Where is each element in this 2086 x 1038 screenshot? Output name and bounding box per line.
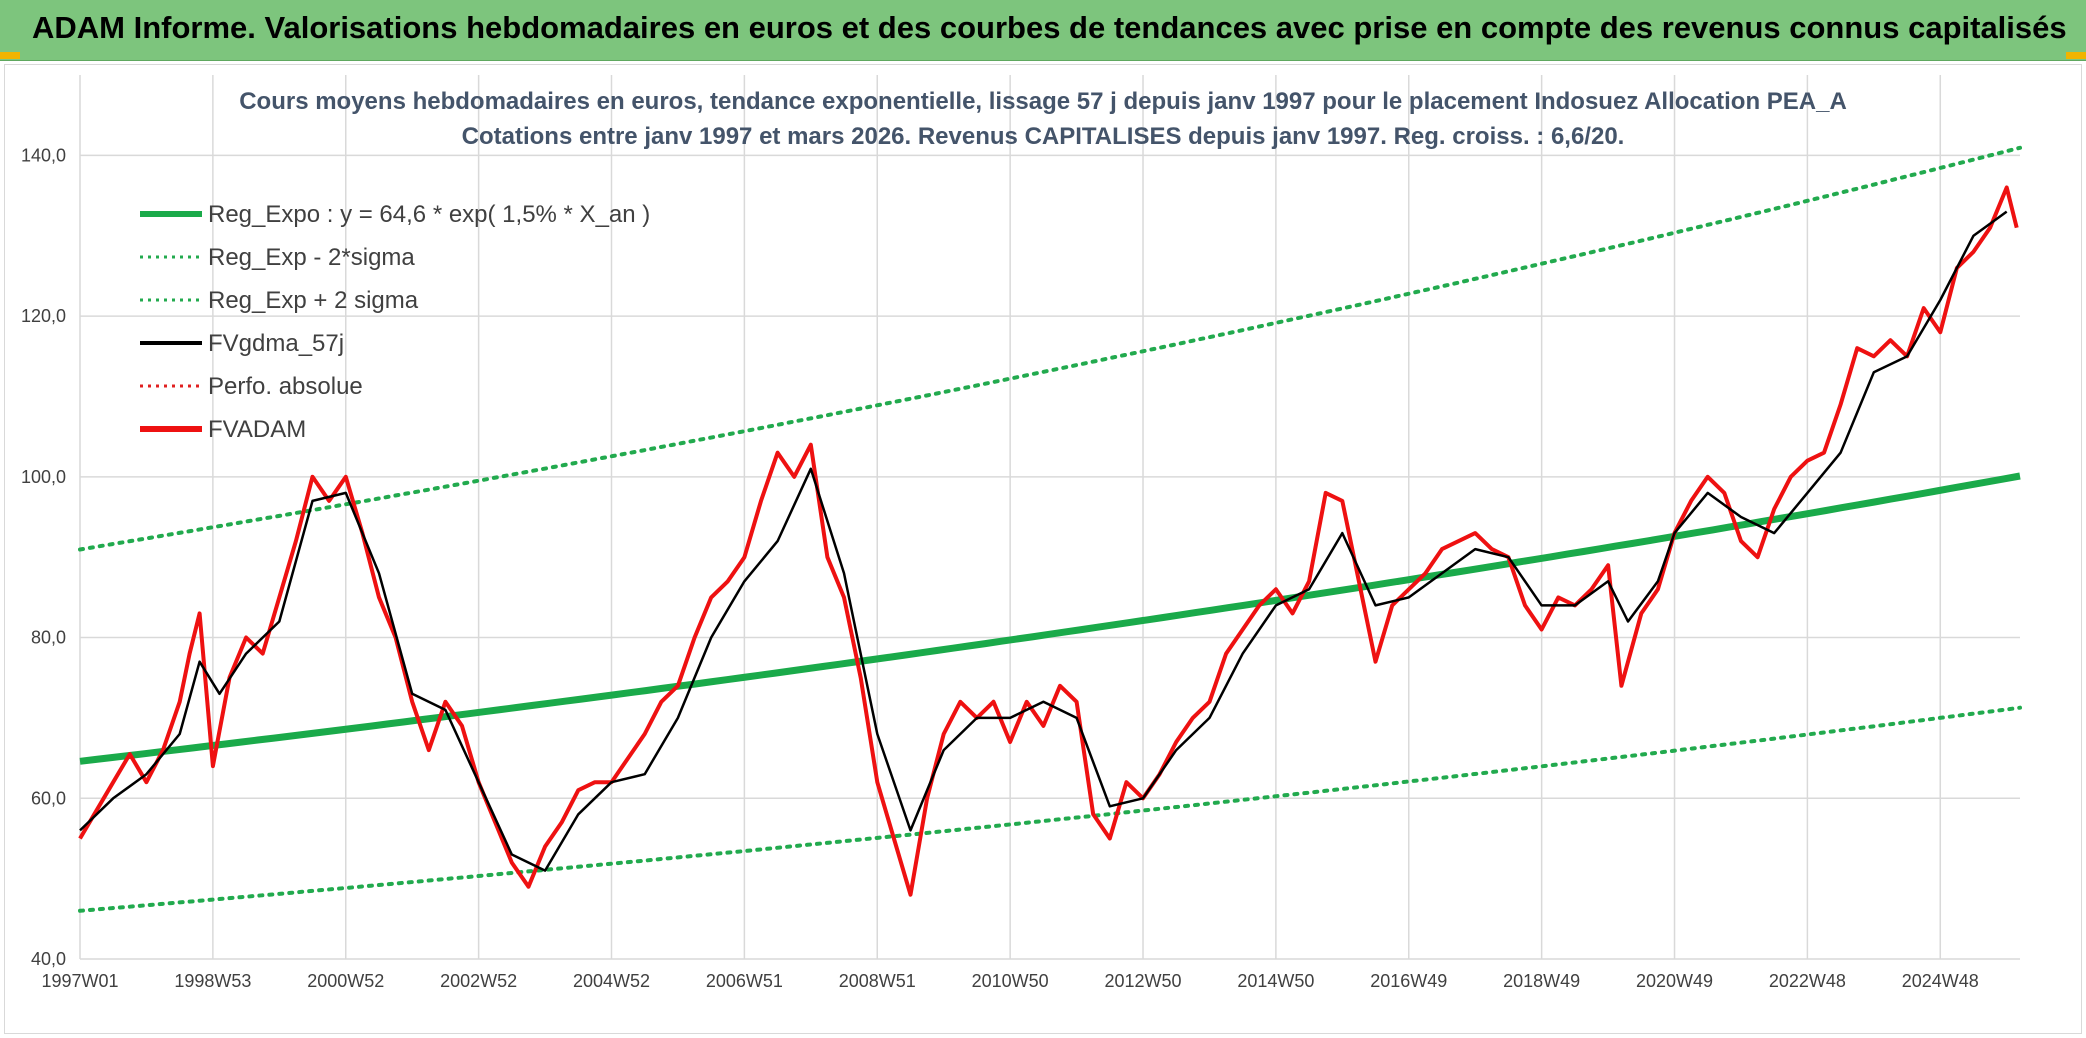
x-tick-label: 2022W48 [1769, 971, 1846, 991]
reg-expo-line [79, 472, 2021, 765]
chart-area: Cours moyens hebdomadaires en euros, ten… [4, 64, 2082, 1034]
report-header: ADAM Informe. Valorisations hebdomadaire… [0, 0, 2086, 61]
x-tick-label: 2010W50 [972, 971, 1049, 991]
y-axis-ticks: 40,0 60,0 80,0 100,0 120,0 140,0 [21, 145, 66, 969]
x-tick-label: 2016W49 [1370, 971, 1447, 991]
x-tick-label: 2000W52 [307, 971, 384, 991]
legend-label: Reg_Expo : y = 64,6 * exp( 1,5% * X_an ) [208, 201, 650, 228]
x-tick-label: 2002W52 [440, 971, 517, 991]
legend-label: Reg_Exp + 2 sigma [208, 287, 419, 314]
line-chart: Cours moyens hebdomadaires en euros, ten… [21, 75, 2022, 991]
x-tick-label: 2006W51 [706, 971, 783, 991]
legend-label: FVADAM [208, 416, 306, 443]
x-tick-label: 1997W01 [41, 971, 118, 991]
reg-exp-plus-2sigma-line [78, 145, 2022, 552]
report-title: ADAM Informe. Valorisations hebdomadaire… [32, 10, 2067, 45]
series-lines [78, 145, 2022, 913]
x-tick-label: 2004W52 [573, 971, 650, 991]
y-tick-label: 60,0 [31, 788, 66, 808]
fvadam-line [78, 185, 2019, 897]
corner-accent-right [2066, 52, 2086, 59]
gridlines [79, 75, 2020, 960]
reg-exp-minus-2sigma-line [78, 705, 2022, 913]
legend-label: Reg_Exp - 2*sigma [208, 244, 415, 271]
x-tick-label: 2014W50 [1237, 971, 1314, 991]
x-tick-label: 1998W53 [174, 971, 251, 991]
y-tick-label: 140,0 [21, 145, 66, 165]
legend-label: FVgdma_57j [208, 330, 344, 357]
legend-label: Perfo. absolue [208, 373, 363, 400]
chart-legend: Reg_Expo : y = 64,6 * exp( 1,5% * X_an )… [140, 201, 650, 443]
y-tick-label: 100,0 [21, 467, 66, 487]
x-tick-label: 2024W48 [1902, 971, 1979, 991]
y-tick-label: 120,0 [21, 306, 66, 326]
x-tick-label: 2008W51 [839, 971, 916, 991]
corner-accent-left [0, 52, 20, 59]
x-axis-ticks: 1997W01 1998W53 2000W52 2002W52 2004W52 2006W… [41, 971, 1978, 991]
chart-title-line-1: Cours moyens hebdomadaires en euros, ten… [239, 88, 1847, 115]
fvgdma-57j-line [79, 210, 2008, 872]
chart-title-line-2: Cotations entre janv 1997 et mars 2026. … [462, 123, 1625, 150]
x-tick-label: 2012W50 [1104, 971, 1181, 991]
x-tick-label: 2018W49 [1503, 971, 1580, 991]
y-tick-label: 40,0 [31, 949, 66, 969]
y-tick-label: 80,0 [31, 628, 66, 648]
x-tick-label: 2020W49 [1636, 971, 1713, 991]
